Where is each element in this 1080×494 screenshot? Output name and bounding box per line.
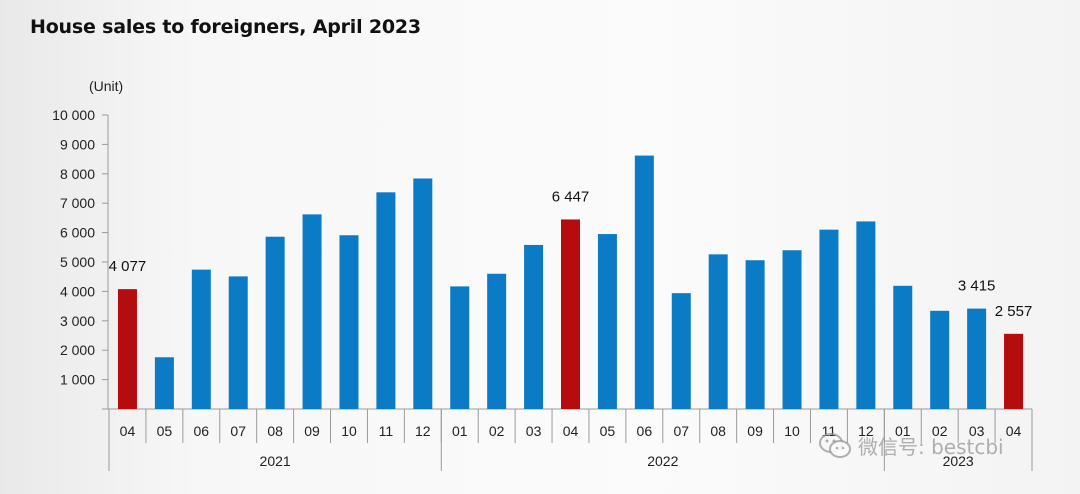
x-tick-label: 06 (637, 423, 653, 439)
bar (708, 254, 728, 409)
y-tick-label: 2 000 (60, 342, 95, 358)
x-tick-label: 04 (120, 423, 136, 439)
x-tick-label: 11 (379, 423, 394, 439)
data-label: 2 557 (995, 303, 1033, 320)
data-label: 6 447 (552, 188, 590, 205)
watermark-text: 微信号: bestcbi (858, 435, 1004, 459)
x-tick-label: 09 (304, 423, 320, 439)
y-tick-label: 6 000 (60, 225, 95, 241)
x-tick-label: 07 (673, 423, 689, 439)
x-tick-label: 01 (452, 423, 468, 439)
bar (597, 234, 617, 409)
x-tick-label: 05 (600, 423, 616, 439)
y-tick-label: 4 000 (60, 283, 95, 299)
x-tick-label: 08 (267, 423, 283, 439)
y-axis-label: (Unit) (89, 78, 123, 94)
bar (339, 235, 359, 409)
bar (782, 250, 802, 409)
y-tick-label: 1 000 (60, 372, 95, 388)
bar (117, 289, 137, 409)
bar (671, 293, 691, 409)
y-tick-label: 3 000 (60, 313, 95, 329)
bar (265, 236, 285, 409)
x-tick-label: 12 (858, 423, 874, 439)
wechat-icon (819, 432, 851, 458)
bar (154, 357, 174, 409)
bar (967, 308, 987, 409)
x-tick-label: 04 (563, 423, 579, 439)
bar (634, 155, 654, 409)
bar (487, 273, 507, 409)
bar (930, 310, 950, 409)
bar (191, 269, 211, 409)
bar (856, 221, 876, 409)
bar (1004, 333, 1024, 409)
x-tick-label: 02 (489, 423, 505, 439)
bar (561, 219, 580, 409)
bar (819, 229, 839, 409)
x-tick-label: 04 (1006, 423, 1022, 439)
bar (413, 178, 433, 409)
x-tick-label: 12 (415, 423, 431, 439)
y-tick-label: 9 000 (60, 136, 95, 152)
data-label: 4 077 (109, 258, 147, 275)
x-tick-label: 03 (526, 423, 542, 439)
y-tick-label: 8 000 (60, 166, 95, 182)
x-tick-label: 10 (341, 423, 357, 439)
chart-title: House sales to foreigners, April 2023 (30, 16, 421, 38)
y-tick-label: 7 000 (60, 195, 95, 211)
bar (524, 244, 544, 409)
x-tick-label: 08 (710, 423, 726, 439)
y-tick-label: 5 000 (60, 254, 95, 270)
x-tick-label: 05 (157, 423, 173, 439)
x-tick-label: 06 (194, 423, 210, 439)
x-tick-label: 09 (747, 423, 763, 439)
data-label: 3 415 (958, 278, 996, 295)
year-label: 2021 (260, 453, 291, 469)
bar (450, 286, 470, 409)
year-label: 2023 (943, 453, 974, 469)
x-tick-label: 10 (784, 423, 800, 439)
x-tick-label: 01 (895, 423, 911, 439)
watermark: 微信号: bestcbi (818, 431, 1004, 460)
bar (228, 276, 248, 409)
bar (893, 285, 913, 409)
bar (745, 260, 765, 409)
x-tick-label: 02 (932, 423, 948, 439)
bar (302, 214, 322, 409)
year-label: 2022 (647, 453, 678, 469)
x-tick-label: 03 (969, 423, 985, 439)
y-tick-label: 10 000 (52, 107, 95, 123)
bar (376, 192, 396, 409)
x-tick-label: 07 (230, 423, 246, 439)
